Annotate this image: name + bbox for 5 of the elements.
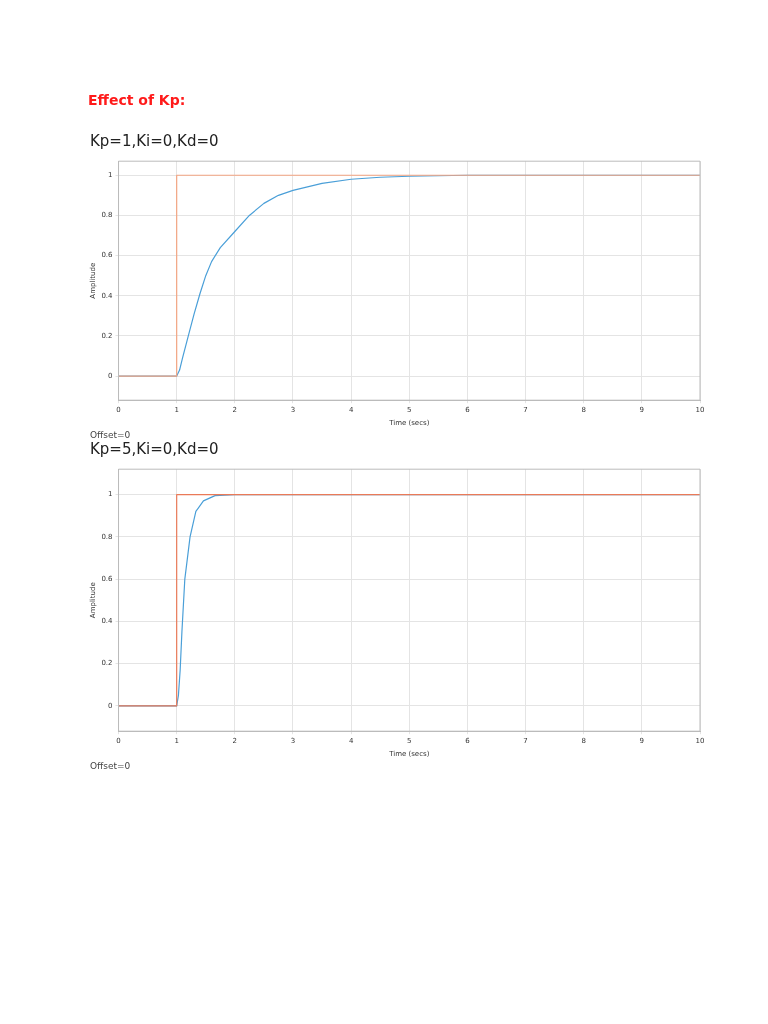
chart-title: Effect of Kp: [88,91,187,110]
text: Offset=0 [90,430,132,440]
chart-subtitle: Kp=1,Ki=0,Kd=0 [90,132,220,152]
text: Offset=0 [90,761,132,771]
chart-title: Kp=5,Ki=0,Kd=0 [90,440,220,460]
